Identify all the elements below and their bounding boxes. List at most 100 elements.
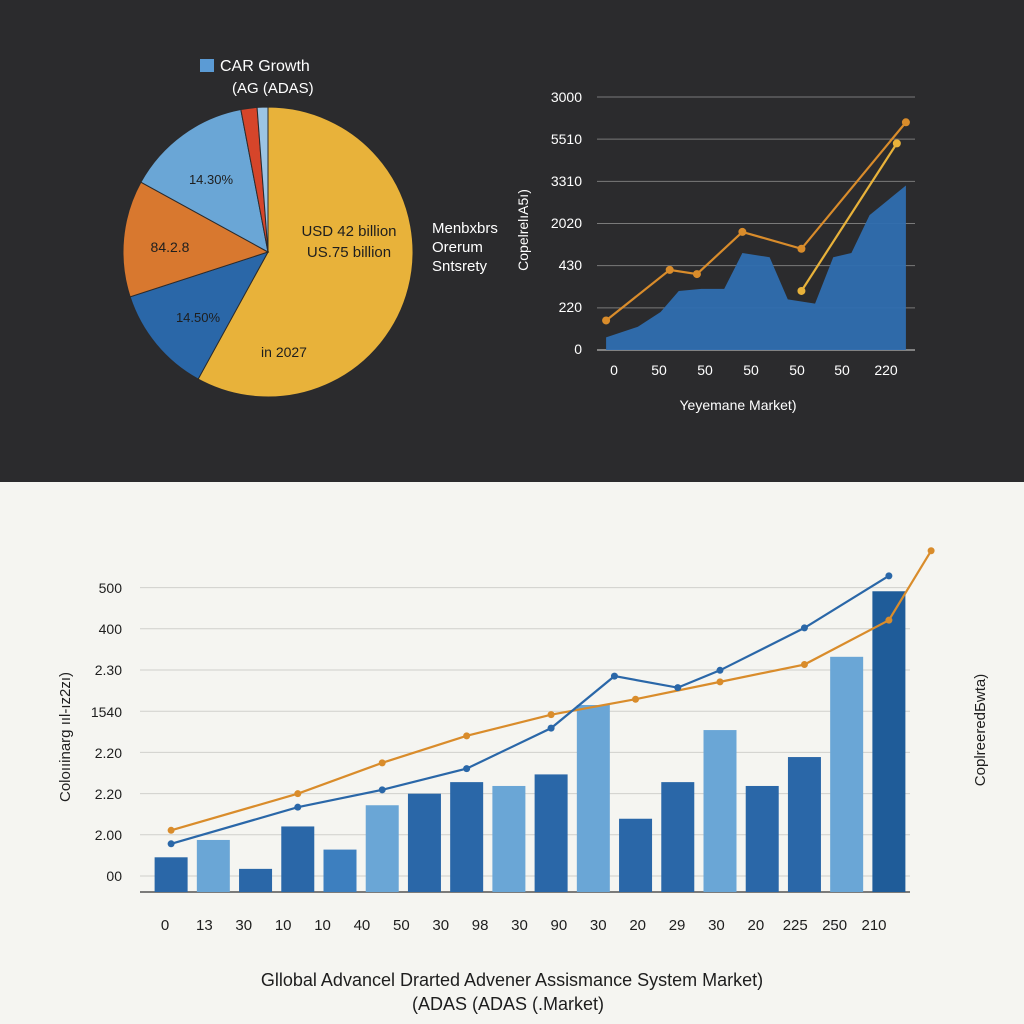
- bar: [661, 782, 695, 892]
- data-point: [738, 227, 747, 236]
- pie-slice: [122, 181, 270, 298]
- y-tick-label: 400: [99, 621, 123, 637]
- pie-side-label: Menbxbrs: [432, 220, 498, 237]
- data-point: [927, 547, 935, 555]
- x-tick-label: 50: [393, 917, 410, 934]
- data-point: [602, 316, 611, 325]
- bar: [407, 793, 441, 892]
- data-point: [674, 684, 682, 692]
- x-tick-label: 90: [551, 917, 568, 934]
- bar: [787, 757, 821, 892]
- pie-slice: [256, 106, 269, 253]
- bar-chart-bars: [154, 591, 906, 892]
- data-point: [294, 790, 302, 798]
- data-point: [716, 666, 724, 674]
- bar: [745, 785, 779, 892]
- x-tick-label: 50: [834, 362, 850, 378]
- x-tick-label: 210: [861, 917, 886, 934]
- data-point: [610, 672, 618, 680]
- data-point: [547, 724, 555, 732]
- pie-title: CAR Growth: [220, 58, 310, 75]
- y-tick-label: 1540: [91, 704, 122, 720]
- area-chart-lines: [602, 118, 910, 325]
- y-tick-label: 00: [106, 868, 122, 884]
- pie-inner-label: US.75 billion: [307, 244, 391, 261]
- data-point: [378, 759, 386, 767]
- data-point: [294, 803, 302, 811]
- x-tick-label: 50: [789, 362, 805, 378]
- bar: [365, 805, 399, 892]
- pie-subtitle: (AG (ADAS): [232, 80, 314, 97]
- area-y-ticks: 0 220 430 2020 3310 5510 3000: [551, 89, 582, 357]
- bar: [703, 730, 737, 892]
- data-point: [716, 678, 724, 686]
- bar: [154, 857, 188, 892]
- data-point: [665, 265, 674, 274]
- x-tick-label: 0: [161, 917, 169, 934]
- bar-right-axis-title: CoplreeredБwtа): [972, 674, 989, 786]
- y-tick-label: 500: [99, 580, 123, 596]
- data-point: [463, 765, 471, 773]
- data-point: [800, 624, 808, 632]
- data-point: [547, 711, 555, 719]
- area-chart-series: [606, 185, 906, 350]
- area-series-fill: [606, 185, 906, 350]
- data-point: [632, 695, 640, 703]
- x-tick-label: 225: [783, 917, 808, 934]
- bar: [281, 826, 315, 892]
- bar: [239, 868, 273, 892]
- data-point: [167, 826, 175, 834]
- y-tick-label: 3000: [551, 89, 582, 105]
- bar: [196, 839, 230, 892]
- x-tick-label: 98: [472, 917, 489, 934]
- x-tick-label: 30: [590, 917, 607, 934]
- series-line: [170, 550, 933, 832]
- data-point: [885, 616, 893, 624]
- x-tick-label: 30: [235, 917, 252, 934]
- y-tick-label: 2.20: [95, 745, 122, 761]
- x-tick-label: 250: [822, 917, 847, 934]
- x-tick-label: 30: [708, 917, 725, 934]
- x-tick-label: 29: [669, 917, 686, 934]
- bar: [450, 782, 484, 892]
- bar-chart-subtitle: (ADAS (ADAS (.Market): [412, 994, 604, 1014]
- bar-x-ticks: 0 13 30 10 10 40 50 30 98 30 90 30 20 29 30 20 225 250 210: [161, 917, 887, 934]
- data-point: [892, 139, 901, 148]
- series-line: [800, 142, 898, 292]
- x-tick-label: 20: [629, 917, 646, 934]
- area-x-ticks: 0 50 50 50 50 50 220: [610, 362, 898, 378]
- series-line: [605, 121, 907, 322]
- pie-slice: [197, 106, 414, 398]
- x-tick-label: 40: [354, 917, 371, 934]
- bar-chart-title: Gllobal Advancel Drarted Advener Assisma…: [261, 970, 763, 990]
- pie-slice: [129, 251, 270, 380]
- pie-inner-label: in 2027: [261, 344, 307, 360]
- pie-side-label: Orerum: [432, 239, 483, 256]
- pie-side-label: Sntsrety: [432, 258, 488, 275]
- area-y-axis-title: CopelrelıA5ı): [515, 189, 531, 271]
- bar-chart-lines: [167, 547, 935, 848]
- y-tick-label: 2.30: [95, 662, 122, 678]
- legend-swatch-icon: [200, 59, 214, 72]
- x-tick-label: 10: [314, 917, 331, 934]
- bar: [872, 591, 906, 892]
- data-point: [901, 118, 910, 127]
- pie-slice-label: 14.50%: [176, 310, 221, 325]
- y-tick-label: 2.00: [95, 827, 122, 843]
- pie-chart: [122, 106, 414, 398]
- x-tick-label: 50: [651, 362, 667, 378]
- data-point: [378, 786, 386, 794]
- pie-inner-label: USD 42 billion: [301, 223, 396, 240]
- data-point: [800, 661, 808, 669]
- x-tick-label: 20: [747, 917, 764, 934]
- pie-slice-label: 14.30%: [189, 172, 234, 187]
- pie-slice-label: 84.2.8: [151, 239, 190, 255]
- y-tick-label: 0: [574, 341, 582, 357]
- x-tick-label: 13: [196, 917, 213, 934]
- x-tick-label: 220: [874, 362, 898, 378]
- x-tick-label: 0: [610, 362, 618, 378]
- bar: [619, 818, 653, 892]
- pie-slice: [140, 108, 269, 253]
- bar: [534, 774, 568, 892]
